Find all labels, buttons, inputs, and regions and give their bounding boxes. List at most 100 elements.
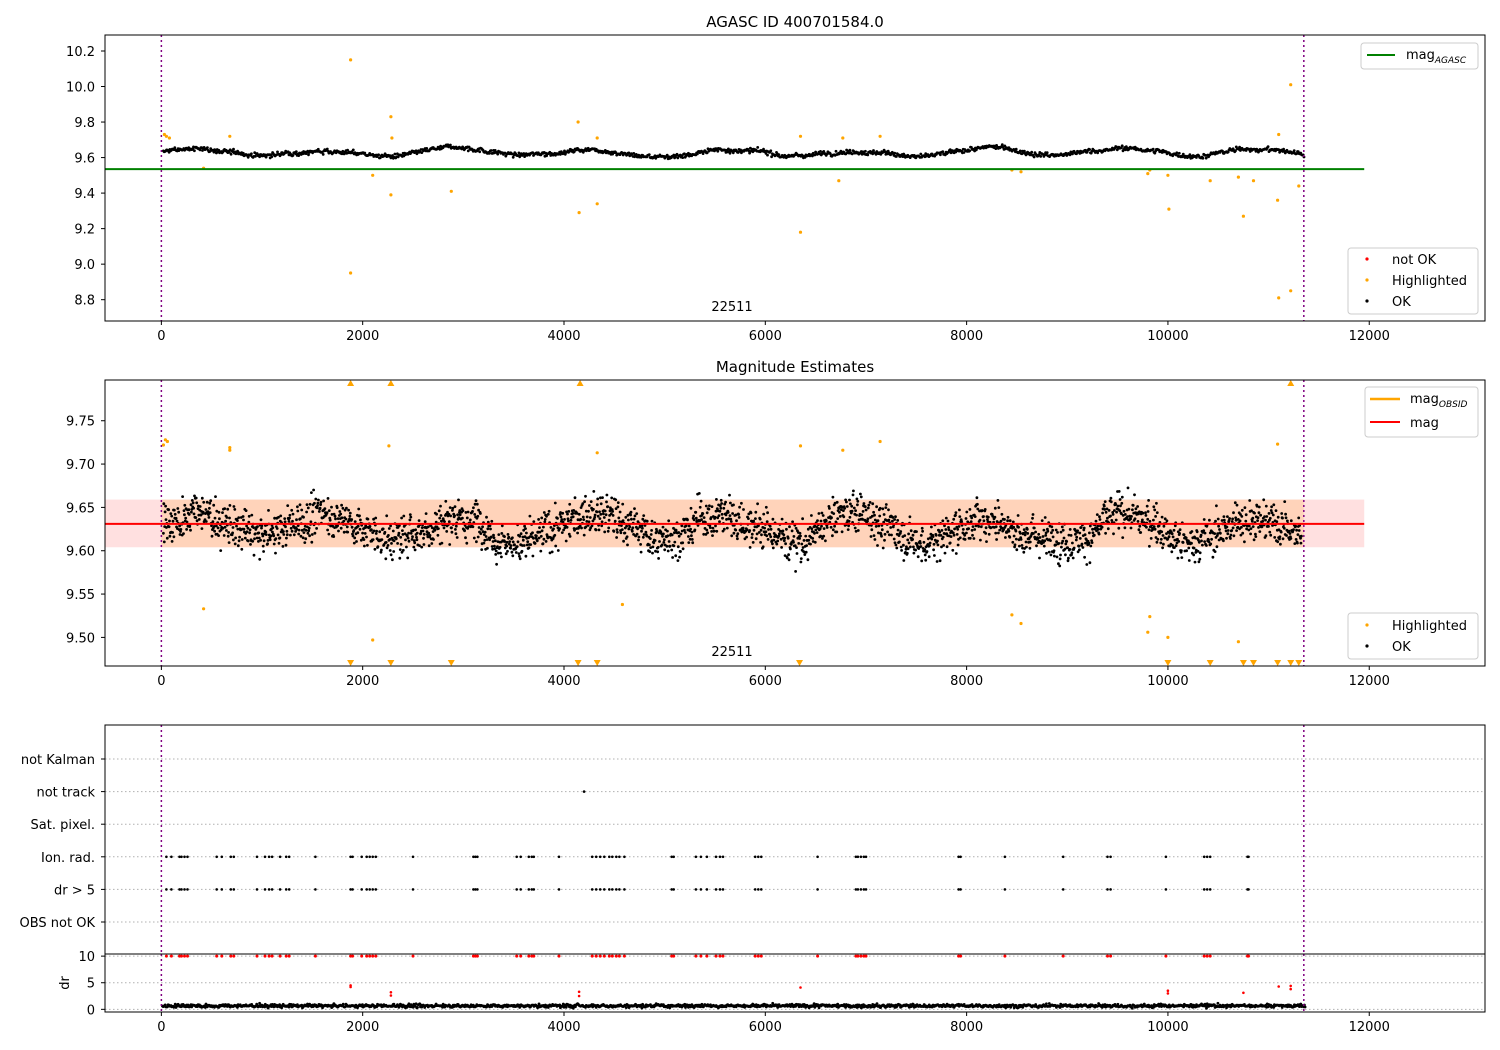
ok-point	[930, 537, 934, 541]
ok-point	[593, 515, 597, 519]
ok-point	[1035, 544, 1038, 548]
ok-point	[1279, 530, 1283, 534]
ok-point	[1133, 517, 1137, 521]
ok-point	[438, 516, 442, 520]
ok-point	[556, 517, 559, 520]
ok-point	[492, 536, 496, 540]
flag-point	[360, 855, 364, 859]
ok-point	[516, 540, 520, 544]
ok-point	[365, 535, 368, 539]
ok-point	[454, 532, 458, 536]
flag-point	[255, 855, 259, 859]
ok-point	[490, 519, 494, 523]
ok-point	[633, 507, 636, 510]
ok-point	[455, 536, 459, 539]
ok-point	[247, 514, 251, 518]
ok-point	[714, 509, 718, 513]
ok-point	[971, 525, 975, 528]
flag-point	[694, 888, 698, 891]
ok-point	[261, 544, 265, 548]
ok-point	[1065, 540, 1069, 543]
highlighted-point	[1276, 198, 1280, 202]
ok-point	[528, 514, 532, 518]
ok-point	[518, 1006, 522, 1009]
ok-point	[1215, 545, 1219, 549]
ok-point	[1257, 505, 1261, 509]
ok-point	[1256, 516, 1260, 520]
ok-point	[197, 518, 201, 521]
ok-point	[1072, 546, 1076, 550]
ok-point	[1231, 526, 1235, 530]
ok-point	[1049, 553, 1053, 557]
ok-point	[429, 524, 433, 527]
ok-point	[1088, 531, 1091, 535]
ok-point	[592, 490, 596, 493]
flag-point	[816, 855, 819, 859]
ok-point	[587, 509, 590, 513]
ok-point	[256, 525, 259, 528]
ok-point	[1190, 541, 1193, 545]
ok-point	[911, 538, 914, 541]
ok-point	[614, 498, 618, 502]
ok-point	[862, 502, 866, 505]
ok-point	[956, 543, 960, 547]
ok-point	[1044, 534, 1048, 537]
ok-point	[813, 540, 817, 544]
ok-point	[1151, 528, 1155, 531]
ok-point	[1115, 510, 1118, 514]
flag-point	[721, 855, 725, 859]
ok-point	[1203, 540, 1206, 543]
ok-point	[1129, 517, 1132, 521]
ok-point	[342, 530, 346, 534]
flag-point	[1247, 888, 1250, 891]
ok-point	[232, 505, 236, 508]
flag-point	[532, 888, 536, 891]
ok-point	[820, 511, 824, 515]
ok-point	[233, 542, 237, 546]
ok-point	[1026, 532, 1030, 535]
ok-point	[775, 542, 779, 546]
ok-point	[435, 512, 438, 516]
flag-point	[165, 855, 168, 859]
ok-point	[531, 554, 535, 558]
ok-point	[1059, 553, 1062, 557]
ok-point	[922, 540, 926, 544]
ok-point	[214, 495, 217, 498]
ok-point	[167, 508, 171, 512]
ok-point	[819, 534, 822, 538]
ok-point	[931, 535, 935, 538]
ok-point	[341, 506, 345, 510]
ok-point	[337, 529, 340, 533]
ok-point	[496, 152, 500, 156]
flag-point	[229, 855, 233, 859]
highlighted-point	[1019, 621, 1023, 626]
ok-point	[641, 517, 645, 521]
ok-point	[786, 536, 790, 540]
ok-point	[1002, 528, 1005, 531]
ok-point	[1057, 562, 1060, 566]
ok-point	[766, 153, 769, 157]
ok-point	[607, 526, 611, 530]
flag-point	[349, 888, 352, 891]
ok-point	[730, 534, 734, 538]
ok-point	[1268, 516, 1272, 520]
flag-point	[519, 855, 522, 859]
ok-point	[1282, 147, 1285, 151]
ok-point	[609, 512, 613, 516]
ok-point	[793, 544, 797, 547]
ok-point	[1144, 514, 1148, 517]
ok-point	[1144, 511, 1147, 515]
ok-point	[182, 532, 185, 535]
ok-point	[465, 516, 469, 520]
highlighted-point	[878, 439, 882, 444]
ok-point	[762, 147, 765, 151]
ok-point	[552, 527, 555, 531]
flag-point	[314, 855, 317, 859]
ok-point	[792, 535, 796, 538]
ok-point	[1215, 504, 1218, 508]
ok-point	[1250, 509, 1253, 513]
ok-point	[1016, 514, 1020, 517]
ok-point	[867, 503, 871, 507]
ok-point	[810, 527, 814, 531]
